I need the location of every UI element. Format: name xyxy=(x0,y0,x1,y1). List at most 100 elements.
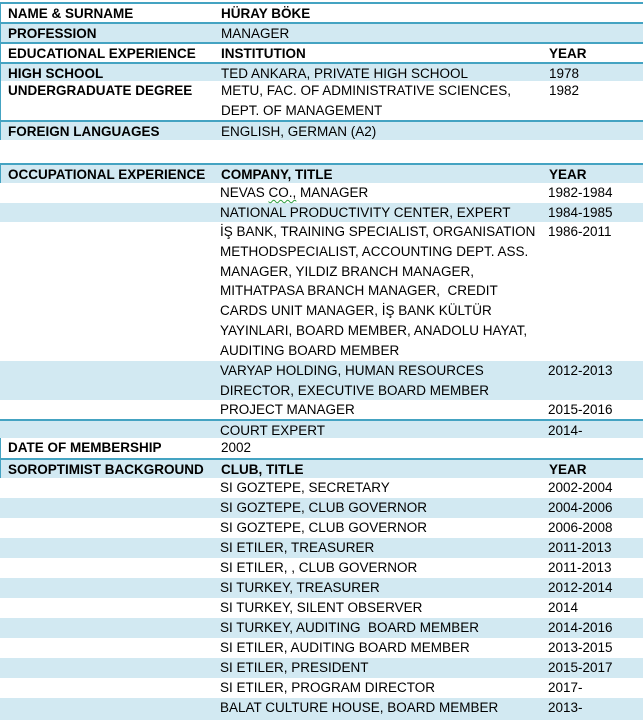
row-year-cell: 2015-2017 xyxy=(548,658,643,678)
table-row: DATE OF MEMBERSHIP 2002 xyxy=(0,438,643,458)
section-gap xyxy=(0,140,643,163)
row-label: EDUCATIONAL EXPERIENCE xyxy=(8,46,196,61)
row-value-cell: COURT EXPERT xyxy=(220,421,548,441)
table-row: VARYAP HOLDING, HUMAN RESOURCES DIRECTOR,… xyxy=(0,361,643,400)
row-value: NEVAS CO., MANAGER xyxy=(220,183,548,203)
row-value-cell: BALAT CULTURE HOUSE, BOARD MEMBER xyxy=(220,698,548,718)
row-label-cell: PROFESSION xyxy=(1,24,221,44)
row-label: DATE OF MEMBERSHIP xyxy=(8,440,162,455)
row-label: FOREIGN LANGUAGES xyxy=(8,124,160,139)
row-year-cell: 1984-1985 xyxy=(548,203,643,223)
table-row: SI TURKEY, TREASURER 2012-2014 xyxy=(0,578,643,598)
row-value-text: MANAGER xyxy=(296,185,369,200)
table-row: SI ETILER, PROGRAM DIRECTOR 2017- xyxy=(0,678,643,698)
row-year: 2017- xyxy=(548,680,583,695)
row-year-cell: 2004-2006 xyxy=(548,498,643,518)
row-value-line: VARYAP HOLDING, HUMAN RESOURCES xyxy=(220,363,484,378)
row-value-cell: SI TURKEY, AUDITING BOARD MEMBER xyxy=(220,618,548,638)
row-year-cell: 2017- xyxy=(548,678,643,698)
row-value-line: METU, FAC. OF ADMINISTRATIVE SCIENCES, xyxy=(221,83,512,98)
table-row: SI ETILER, PRESIDENT 2015-2017 xyxy=(0,658,643,678)
row-value-cell: SI ETILER, AUDITING BOARD MEMBER xyxy=(220,638,548,658)
row-year-cell: 1978 xyxy=(549,64,643,84)
table-row: SI ETILER, TREASURER 2011-2013 xyxy=(0,538,643,558)
row-value-line: SI TURKEY, TREASURER xyxy=(220,580,380,595)
row-label-cell: EDUCATIONAL EXPERIENCE xyxy=(1,44,221,64)
table-row: HIGH SCHOOL TED ANKARA, PRIVATE HIGH SCHO… xyxy=(0,62,643,81)
row-value-line: CARDS UNIT MANAGER, İŞ BANK KÜLTÜR xyxy=(220,303,492,319)
table-row: SI TURKEY, SILENT OBSERVER 2014 xyxy=(0,598,643,618)
row-label: HIGH SCHOOL xyxy=(8,66,104,81)
row-year-cell: 2015-2016 xyxy=(548,400,643,420)
row-value-line: INSTITUTION xyxy=(221,46,306,61)
row-label-cell: UNDERGRADUATE DEGREE xyxy=(1,81,221,101)
row-year: 1978 xyxy=(549,66,580,81)
misspelled-text: CO., xyxy=(268,185,297,200)
row-value-cell: NEVAS CO., MANAGER xyxy=(220,183,548,203)
table-row: NATIONAL PRODUCTIVITY CENTER, EXPERT 1984… xyxy=(0,203,643,222)
row-year: YEAR xyxy=(549,462,587,477)
row-value-line: COMPANY, TITLE xyxy=(221,167,333,182)
row-value-line: SI ETILER, TREASURER xyxy=(220,540,375,555)
row-value-line: HÜRAY BÖKE xyxy=(221,6,311,21)
row-value-line: SI TURKEY, AUDITING BOARD MEMBER xyxy=(220,620,480,635)
row-value-line: YAYINLARI, BOARD MEMBER, ANADOLU HAYAT, xyxy=(220,322,528,338)
row-year-cell: 2014 xyxy=(548,598,643,618)
row-value-cell: TED ANKARA, PRIVATE HIGH SCHOOL xyxy=(221,64,549,84)
row-year-cell: YEAR xyxy=(549,165,643,185)
row-value-cell: İŞ BANK, TRAINING SPECIALIST, ORGANISATI… xyxy=(220,222,548,361)
row-year-cell: 1982 xyxy=(549,81,643,101)
row-year-cell: YEAR xyxy=(549,460,643,480)
row-year: 2006-2008 xyxy=(548,520,613,535)
table-row: COURT EXPERT 2014- xyxy=(0,419,643,438)
row-value-line: SI ETILER, AUDITING BOARD MEMBER xyxy=(220,640,470,655)
row-value-cell: ENGLISH, GERMAN (A2) xyxy=(221,122,549,142)
row-year: 1982 xyxy=(549,83,580,98)
table-row: NEVAS CO., MANAGER 1982-1984 xyxy=(0,183,643,203)
row-year-cell: 2013-2015 xyxy=(548,638,643,658)
row-value-line: CLUB, TITLE xyxy=(221,462,304,477)
row-year-cell: 2012-2014 xyxy=(548,578,643,598)
row-value-line: SI TURKEY, SILENT OBSERVER xyxy=(220,600,423,615)
row-year: 2013-2015 xyxy=(548,640,613,655)
row-value-cell: METU, FAC. OF ADMINISTRATIVE SCIENCES, DE… xyxy=(221,81,549,121)
row-value-line: METHODSPECIALIST, ACCOUNTING DEPT. ASS. xyxy=(220,243,529,259)
row-year-cell: 1986-2011 xyxy=(548,222,643,242)
row-value-line: SI GOZTEPE, CLUB GOVERNOR xyxy=(220,520,428,535)
row-value-cell: SI ETILER, PRESIDENT xyxy=(220,658,548,678)
row-value-line: MITHATPASA BRANCH MANAGER, CREDIT xyxy=(220,283,498,299)
row-value-cell: SI GOZTEPE, CLUB GOVERNOR xyxy=(220,518,548,538)
row-value-line: SI GOZTEPE, SECRETARY xyxy=(220,480,390,495)
row-value-line: BALAT CULTURE HOUSE, BOARD MEMBER xyxy=(220,700,499,715)
row-label-cell: SOROPTIMIST BACKGROUND xyxy=(1,460,221,480)
table-row: NAME & SURNAME HÜRAY BÖKE xyxy=(0,2,643,22)
row-value-cell: SI ETILER, PROGRAM DIRECTOR xyxy=(220,678,548,698)
row-label: OCCUPATIONAL EXPERIENCE xyxy=(8,167,206,182)
row-value-cell: HÜRAY BÖKE xyxy=(221,4,549,24)
row-year: 2015-2016 xyxy=(548,402,613,417)
row-label-cell: OCCUPATIONAL EXPERIENCE xyxy=(1,165,221,185)
table-row: SI GOZTEPE, CLUB GOVERNOR 2004-2006 xyxy=(0,498,643,518)
row-value-line: 2002 xyxy=(221,440,252,455)
row-year: 1984-1985 xyxy=(548,205,613,220)
row-year: 2015-2017 xyxy=(548,660,613,675)
row-value-cell: INSTITUTION xyxy=(221,44,549,64)
row-label: NAME & SURNAME xyxy=(8,6,134,21)
row-label: SOROPTIMIST BACKGROUND xyxy=(8,462,204,477)
row-value-line: SI GOZTEPE, CLUB GOVERNOR xyxy=(220,500,428,515)
row-year-cell: 2013- xyxy=(548,698,643,718)
row-year-cell: 2012-2013 xyxy=(548,361,643,381)
table-row: SI ETILER, AUDITING BOARD MEMBER 2013-201… xyxy=(0,638,643,658)
table-row: SI GOZTEPE, SECRETARY 2002-2004 xyxy=(0,478,643,498)
table-row: SOROPTIMIST BACKGROUND CLUB, TITLE YEAR xyxy=(0,458,643,478)
row-value-line: DIRECTOR, EXECUTIVE BOARD MEMBER xyxy=(220,382,490,398)
row-year-cell: 1982-1984 xyxy=(548,183,643,203)
row-year-cell: 2014- xyxy=(548,421,643,441)
row-year: 2004-2006 xyxy=(548,500,613,515)
table-row: PROFESSION MANAGER xyxy=(0,22,643,42)
row-value-line: MANAGER, YILDIZ BRANCH MANAGER, xyxy=(220,263,475,279)
row-year: YEAR xyxy=(549,167,587,182)
row-value-cell: CLUB, TITLE xyxy=(221,460,549,480)
row-value-cell: SI ETILER, , CLUB GOVERNOR xyxy=(220,558,548,578)
row-year: 2014-2016 xyxy=(548,620,613,635)
